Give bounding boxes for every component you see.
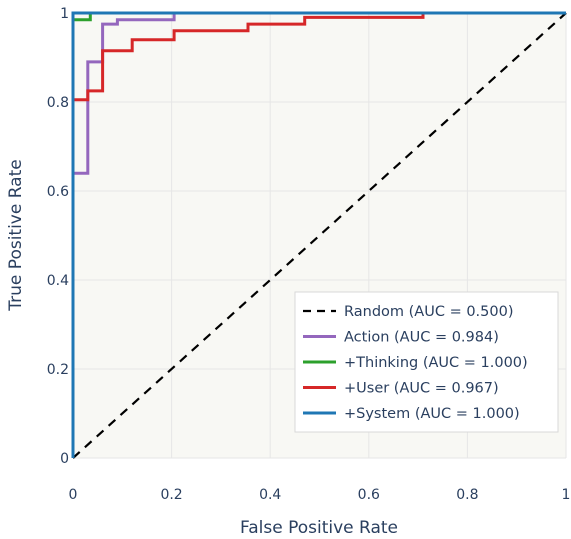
series-layer bbox=[71, 11, 567, 459]
legend-label: +System (AUC = 1.000) bbox=[344, 406, 520, 422]
x-tick-label: 0.4 bbox=[259, 487, 281, 503]
y-tick-label: 0.4 bbox=[47, 273, 69, 289]
x-tick-label: 1 bbox=[562, 487, 571, 503]
x-tick-label: 0.6 bbox=[358, 487, 380, 503]
grid bbox=[72, 12, 567, 459]
series-line-3 bbox=[71, 11, 566, 458]
x-tick-label: 0 bbox=[69, 487, 78, 503]
y-axis-title: True Positive Rate bbox=[6, 159, 26, 311]
series-line-4 bbox=[71, 11, 566, 458]
y-tick-label: 0.2 bbox=[47, 362, 69, 378]
y-tick-label: 0.6 bbox=[47, 184, 69, 200]
y-tick-label: 1 bbox=[60, 6, 69, 22]
legend-label: Random (AUC = 0.500) bbox=[344, 304, 514, 320]
x-axis-title: False Positive Rate bbox=[240, 518, 398, 538]
legend-label: +Thinking (AUC = 1.000) bbox=[344, 355, 528, 371]
series-line-1 bbox=[71, 11, 566, 458]
x-tick-label: 0.2 bbox=[160, 487, 182, 503]
legend: Random (AUC = 0.500) Action (AUC = 0.984)… bbox=[294, 291, 559, 433]
tick-labels: 0 0.2 0.4 0.6 0.8 1 0 0.2 0.4 0.6 0.8 1 bbox=[47, 6, 571, 503]
legend-box bbox=[294, 291, 559, 433]
legend-label: +User (AUC = 0.967) bbox=[344, 381, 499, 397]
y-tick-label: 0 bbox=[60, 451, 69, 467]
legend-label: Action (AUC = 0.984) bbox=[344, 330, 499, 346]
y-tick-label: 0.8 bbox=[47, 95, 69, 111]
x-tick-label: 0.8 bbox=[456, 487, 478, 503]
